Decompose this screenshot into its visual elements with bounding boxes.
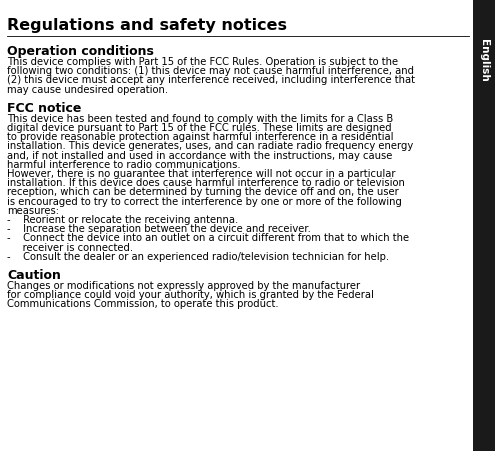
Text: FCC notice: FCC notice: [7, 101, 81, 115]
Text: However, there is no guarantee that interference will not occur in a particular: However, there is no guarantee that inte…: [7, 169, 396, 179]
Text: -    Increase the separation between the device and receiver.: - Increase the separation between the de…: [7, 224, 311, 234]
Text: -    Connect the device into an outlet on a circuit different from that to which: - Connect the device into an outlet on a…: [7, 233, 409, 243]
Text: -    Reorient or relocate the receiving antenna.: - Reorient or relocate the receiving ant…: [7, 215, 238, 225]
Text: reception, which can be determined by turning the device off and on, the user: reception, which can be determined by tu…: [7, 187, 399, 197]
Text: is encouraged to try to correct the interference by one or more of the following: is encouraged to try to correct the inte…: [7, 196, 402, 206]
Text: may cause undesired operation.: may cause undesired operation.: [7, 84, 168, 94]
Text: -    Consult the dealer or an experienced radio/television technician for help.: - Consult the dealer or an experienced r…: [7, 251, 389, 261]
Text: measures:: measures:: [7, 205, 59, 215]
Text: English: English: [479, 38, 489, 81]
Text: (2) this device must accept any interference received, including interference th: (2) this device must accept any interfer…: [7, 75, 415, 85]
Text: This device complies with Part 15 of the FCC Rules. Operation is subject to the: This device complies with Part 15 of the…: [7, 57, 398, 67]
Text: This device has been tested and found to comply with the limits for a Class B: This device has been tested and found to…: [7, 114, 393, 124]
Text: Communications Commission, to operate this product.: Communications Commission, to operate th…: [7, 299, 279, 309]
Text: to provide reasonable protection against harmful interference in a residential: to provide reasonable protection against…: [7, 132, 394, 142]
Text: digital device pursuant to Part 15 of the FCC rules. These limits are designed: digital device pursuant to Part 15 of th…: [7, 123, 392, 133]
Text: and, if not installed and used in accordance with the instructions, may cause: and, if not installed and used in accord…: [7, 150, 393, 160]
Text: Operation conditions: Operation conditions: [7, 45, 154, 58]
Text: installation. This device generates, uses, and can radiate radio frequency energ: installation. This device generates, use…: [7, 141, 413, 151]
Text: Regulations and safety notices: Regulations and safety notices: [7, 18, 287, 33]
Text: Changes or modifications not expressly approved by the manufacturer: Changes or modifications not expressly a…: [7, 281, 360, 290]
Text: for compliance could void your authority, which is granted by the Federal: for compliance could void your authority…: [7, 290, 374, 299]
Text: Caution: Caution: [7, 268, 61, 281]
Text: receiver is connected.: receiver is connected.: [7, 242, 133, 252]
Text: harmful interference to radio communications.: harmful interference to radio communicat…: [7, 160, 241, 170]
Bar: [473, 0, 495, 451]
Text: following two conditions: (1) this device may not cause harmful interference, an: following two conditions: (1) this devic…: [7, 66, 414, 76]
Text: installation. If this device does cause harmful interference to radio or televis: installation. If this device does cause …: [7, 178, 405, 188]
